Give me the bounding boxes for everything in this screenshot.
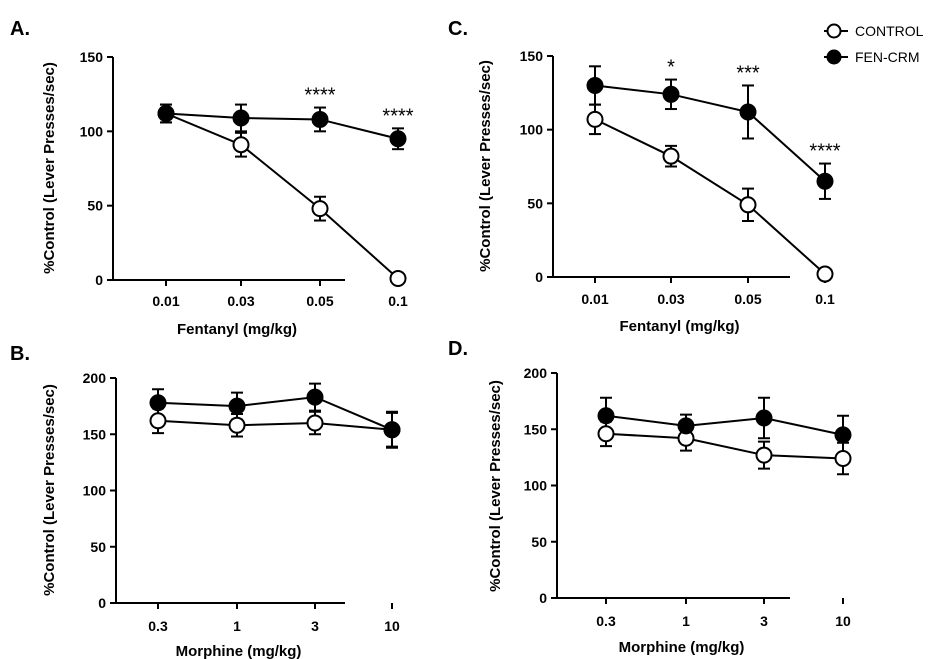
- data-point-control: [586, 110, 604, 128]
- data-point-fen-crm: [816, 172, 834, 190]
- chart-panel-b: B. 0 50 100 150 200 0.3 1 3 10 Morphine (mg/kg) %Co…: [10, 343, 401, 659]
- data-point-fen-crm: [389, 130, 407, 148]
- panel-label: B.: [10, 343, 30, 365]
- data-point-fen-crm: [755, 409, 773, 427]
- data-point-control: [816, 265, 834, 283]
- y-tick-label: 150: [524, 421, 548, 437]
- chart-panel-d: D. 0 50 100 150 200 0.3 1 3 10 Morphine (mg/kg) %Co…: [448, 338, 852, 656]
- data-point-fen-crm: [306, 388, 324, 406]
- x-tick-label: 0.03: [227, 293, 254, 309]
- y-tick-label: 150: [83, 426, 107, 442]
- data-point-fen-crm: [834, 426, 852, 444]
- x-axis-title: Fentanyl (mg/kg): [177, 321, 297, 338]
- significance-marker: *: [667, 57, 675, 79]
- series-line-control: [605, 432, 844, 460]
- data-point-fen-crm: [677, 417, 695, 435]
- y-tick-label: 50: [90, 539, 106, 555]
- data-point-control: [834, 450, 852, 467]
- significance-marker: ****: [809, 141, 840, 163]
- y-tick-label: 100: [520, 122, 544, 138]
- data-point-control: [662, 147, 680, 165]
- data-point-fen-crm: [228, 397, 246, 415]
- x-tick-label: 0.1: [388, 293, 408, 309]
- y-tick-label: 150: [80, 49, 104, 65]
- data-point-fen-crm: [232, 109, 250, 127]
- significance-marker: ****: [304, 85, 335, 107]
- panel-label: C.: [448, 18, 468, 40]
- x-tick-label: 0.05: [734, 291, 761, 307]
- y-tick-label: 100: [83, 483, 107, 499]
- data-point-control: [739, 196, 757, 214]
- y-tick-label: 50: [527, 195, 543, 211]
- x-tick-label: 3: [311, 618, 319, 634]
- legend-label: FEN-CRM: [855, 49, 920, 65]
- data-point-control: [306, 414, 324, 432]
- series-line-fen-crm: [594, 84, 826, 182]
- data-point-control: [597, 425, 615, 443]
- y-axis-title: %Control (Lever Presses/sec): [41, 62, 58, 274]
- data-point-control: [232, 136, 250, 154]
- x-tick-label: 0.1: [815, 291, 835, 307]
- y-tick-label: 0: [539, 590, 547, 606]
- data-point-control: [311, 200, 329, 218]
- y-tick-label: 0: [95, 272, 103, 288]
- x-tick-label: 0.03: [657, 291, 684, 307]
- legend-label: CONTROL: [855, 23, 924, 39]
- legend: CONTROL FEN-CRM: [824, 23, 924, 65]
- x-tick-label: 0.01: [152, 293, 179, 309]
- x-axis-title: Morphine (mg/kg): [176, 643, 302, 659]
- significance-marker: ***: [736, 62, 760, 84]
- x-tick-label: 1: [233, 618, 241, 634]
- y-tick-label: 100: [524, 478, 548, 494]
- x-tick-label: 0.3: [596, 613, 616, 629]
- data-point-control: [228, 416, 246, 434]
- data-point-fen-crm: [597, 407, 615, 425]
- y-axis-title: %Control (Lever Presses/sec): [487, 380, 504, 592]
- x-axis-title: Morphine (mg/kg): [619, 639, 745, 656]
- x-tick-label: 10: [384, 618, 400, 634]
- x-tick-label: 0.01: [581, 291, 608, 307]
- x-tick-label: 3: [760, 613, 768, 629]
- data-point-control: [389, 270, 407, 288]
- x-tick-label: 0.05: [306, 293, 333, 309]
- data-point-fen-crm: [157, 104, 175, 122]
- series-line-fen-crm: [165, 112, 399, 140]
- data-point-fen-crm: [311, 110, 329, 128]
- chart-panel-c: C. 0 50 100 150 0.01 0.03 0.05 0.1 Fentanyl (mg/k…: [448, 18, 841, 335]
- significance-marker: ****: [382, 105, 413, 127]
- data-point-fen-crm: [383, 421, 401, 439]
- y-axis-title: %Control (Lever Presses/sec): [41, 384, 58, 596]
- data-point-control: [149, 412, 167, 430]
- legend-marker-fen-crm: [826, 49, 842, 65]
- y-tick-label: 100: [80, 123, 104, 139]
- data-point-fen-crm: [739, 103, 757, 121]
- data-point-fen-crm: [586, 76, 604, 94]
- series-line-fen-crm: [605, 414, 844, 436]
- panel-label: A.: [10, 18, 30, 40]
- data-point-fen-crm: [149, 394, 167, 412]
- data-point-control: [755, 446, 773, 464]
- y-tick-label: 50: [87, 198, 103, 214]
- y-tick-label: 150: [520, 48, 544, 64]
- series-line-control: [157, 419, 393, 431]
- series-line-control: [594, 118, 826, 275]
- series-line-control: [165, 112, 399, 280]
- x-tick-label: 10: [835, 613, 851, 629]
- y-axis-title: %Control (Lever Presses/sec): [477, 60, 494, 272]
- y-tick-label: 50: [531, 534, 547, 550]
- x-tick-label: 1: [682, 613, 690, 629]
- y-tick-label: 200: [524, 365, 548, 381]
- chart-panel-a: A. 0 50 100 150 0.01 0.03 0.05 0.1 Fentanyl (mg/k…: [10, 18, 414, 338]
- panel-label: D.: [448, 338, 468, 360]
- x-tick-label: 0.3: [148, 618, 168, 634]
- y-tick-label: 0: [98, 595, 106, 611]
- x-axis-title: Fentanyl (mg/kg): [619, 318, 739, 335]
- y-tick-label: 0: [535, 269, 543, 285]
- series-line-fen-crm: [157, 396, 393, 431]
- data-point-fen-crm: [662, 85, 680, 103]
- legend-marker-control: [826, 23, 842, 39]
- y-tick-label: 200: [83, 370, 107, 386]
